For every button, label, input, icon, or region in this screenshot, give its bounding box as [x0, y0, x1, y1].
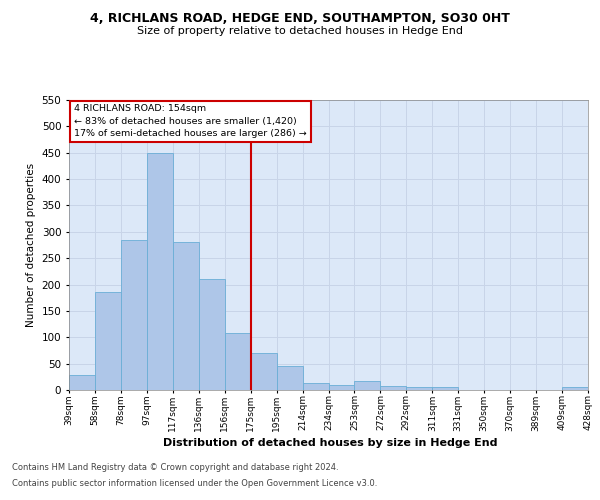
Bar [95, 292, 121, 390]
Bar [433, 388, 458, 390]
Text: 4, RICHLANS ROAD, HEDGE END, SOUTHAMPTON, SO30 0HT: 4, RICHLANS ROAD, HEDGE END, SOUTHAMPTON… [90, 12, 510, 26]
Bar [277, 366, 302, 390]
Text: Size of property relative to detached houses in Hedge End: Size of property relative to detached ho… [137, 26, 463, 36]
Bar [225, 333, 251, 390]
Bar [302, 383, 329, 390]
Bar [173, 242, 199, 390]
Text: 4 RICHLANS ROAD: 154sqm
← 83% of detached houses are smaller (1,420)
17% of semi: 4 RICHLANS ROAD: 154sqm ← 83% of detache… [74, 104, 307, 138]
Y-axis label: Number of detached properties: Number of detached properties [26, 163, 36, 327]
Bar [562, 388, 588, 390]
Bar [355, 380, 380, 390]
Text: Contains HM Land Registry data © Crown copyright and database right 2024.: Contains HM Land Registry data © Crown c… [12, 464, 338, 472]
Bar [251, 353, 277, 390]
Bar [406, 387, 432, 390]
Bar [199, 280, 224, 390]
Bar [69, 375, 95, 390]
Bar [147, 152, 173, 390]
Text: Contains public sector information licensed under the Open Government Licence v3: Contains public sector information licen… [12, 478, 377, 488]
Text: Distribution of detached houses by size in Hedge End: Distribution of detached houses by size … [163, 438, 497, 448]
Bar [329, 384, 355, 390]
Bar [380, 386, 406, 390]
Bar [121, 240, 147, 390]
